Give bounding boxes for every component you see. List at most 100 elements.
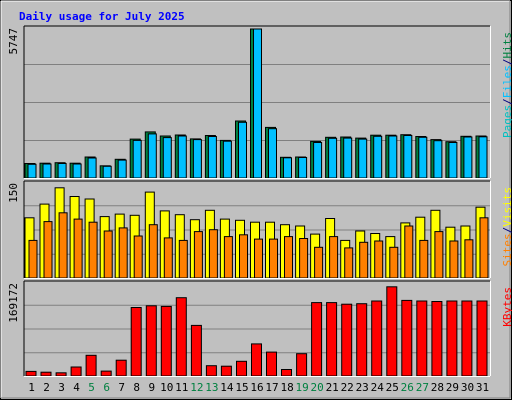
day-label: 21: [326, 381, 339, 394]
bar-files: [162, 137, 172, 179]
bar-kbytes: [476, 300, 488, 377]
chart-title: Daily usage for July 2025: [19, 10, 185, 23]
day-labels-layer: 1 2 3 4 5 6 7 8 9 10 11 12 13 14 15 16 17 18 19 20 21 22 23 24 2…: [28, 381, 489, 394]
bar-kbytes: [461, 300, 473, 377]
day-label: 18: [280, 381, 293, 394]
bar-kbytes: [85, 354, 97, 377]
bar-files: [343, 137, 353, 179]
day-label: 7: [118, 381, 125, 394]
day-label: 2: [43, 381, 50, 394]
bar-files: [268, 128, 277, 179]
bar-sites: [58, 212, 68, 279]
legend-entry: /: [501, 227, 512, 234]
bar-sites: [434, 231, 444, 279]
day-label: 11: [175, 381, 188, 394]
bar-files: [192, 139, 202, 179]
bar-kbytes: [251, 343, 262, 377]
bar-kbytes: [371, 300, 383, 377]
bar-kbytes: [55, 372, 67, 377]
bar-sites: [208, 229, 218, 279]
bar-kbytes: [175, 297, 187, 377]
day-label: 22: [341, 381, 354, 394]
bar-files: [418, 136, 428, 179]
bar-files: [253, 28, 262, 179]
bar-kbytes: [431, 301, 443, 377]
day-label: 1: [28, 381, 35, 394]
bar-files: [433, 140, 443, 179]
bar-sites: [299, 238, 309, 279]
bar-sites: [359, 241, 369, 279]
legend-hits-files-pages: Pages/Files/Hits: [501, 32, 512, 138]
day-label: 8: [133, 381, 140, 394]
y-tick-label-hits-files-pages: 5747: [7, 28, 20, 55]
panel-hits-files-pages: 5747 Pages/Files/Hits: [7, 25, 512, 179]
bar-sites: [163, 237, 173, 279]
bar-sites: [43, 221, 53, 279]
bar-sites: [464, 239, 474, 279]
bar-files: [283, 157, 292, 179]
panel-kbytes: 169172 KBytes: [7, 280, 512, 377]
bar-kbytes: [281, 369, 292, 377]
bar-files: [222, 140, 232, 179]
y-tick-label-kbytes: 169172: [7, 283, 20, 323]
bar-sites: [88, 221, 98, 279]
bar-kbytes: [311, 302, 323, 377]
legend-kbytes: KBytes: [501, 287, 512, 327]
bar-sites: [449, 240, 459, 279]
bar-kbytes: [190, 324, 202, 377]
bar-sites: [269, 238, 278, 279]
day-label: 31: [476, 381, 489, 394]
bar-kbytes: [326, 302, 338, 377]
bar-sites: [479, 217, 489, 279]
day-label: 26: [401, 381, 414, 394]
day-label: 16: [250, 381, 263, 394]
day-label: 15: [235, 381, 248, 394]
bar-files: [27, 163, 37, 179]
day-label: 14: [220, 381, 234, 394]
bar-files: [358, 138, 368, 179]
day-label: 9: [148, 381, 155, 394]
day-label: 3: [58, 381, 65, 394]
bar-sites: [223, 236, 233, 279]
bar-files: [463, 136, 473, 179]
bar-files: [328, 137, 338, 179]
day-label: 19: [295, 381, 308, 394]
bar-sites: [239, 234, 248, 279]
bar-files: [57, 163, 67, 179]
bar-kbytes: [205, 365, 217, 377]
bar-kbytes: [446, 300, 458, 377]
legend-entry: KBytes: [501, 287, 512, 327]
bar-files: [87, 157, 97, 179]
bar-kbytes: [145, 305, 157, 377]
bar-kbytes: [100, 370, 112, 377]
y-tick-label-visits-sites: 150: [7, 183, 20, 203]
bar-kbytes: [341, 303, 353, 377]
legend-visits-sites: Sites/Visits: [501, 187, 512, 267]
bar-kbytes: [416, 300, 428, 377]
bar-kbytes: [130, 307, 142, 377]
bar-sites: [193, 231, 203, 279]
bar-kbytes: [70, 366, 82, 377]
day-label: 25: [386, 381, 399, 394]
panels-layer: 5747Pages/Files/Hits150Sites/Visits16917…: [7, 25, 512, 377]
bar-files: [238, 121, 247, 179]
legend-entry: Visits: [501, 187, 512, 227]
legend-entry: Hits: [501, 32, 512, 59]
legend-entry: /: [501, 98, 512, 105]
bar-files: [102, 165, 112, 179]
bar-sites: [118, 227, 128, 279]
bar-sites: [329, 236, 339, 279]
bar-files: [448, 142, 458, 179]
bar-sites: [28, 239, 38, 279]
bar-sites: [254, 238, 263, 279]
legend-entry: Files: [501, 65, 512, 98]
bar-sites: [73, 218, 83, 279]
day-label: 4: [73, 381, 80, 394]
day-label: 12: [190, 381, 203, 394]
bar-files: [132, 139, 142, 179]
legend-entry: /: [501, 59, 512, 66]
legend-entry: Sites: [501, 233, 512, 266]
bar-sites: [389, 246, 399, 279]
day-label: 6: [103, 381, 110, 394]
